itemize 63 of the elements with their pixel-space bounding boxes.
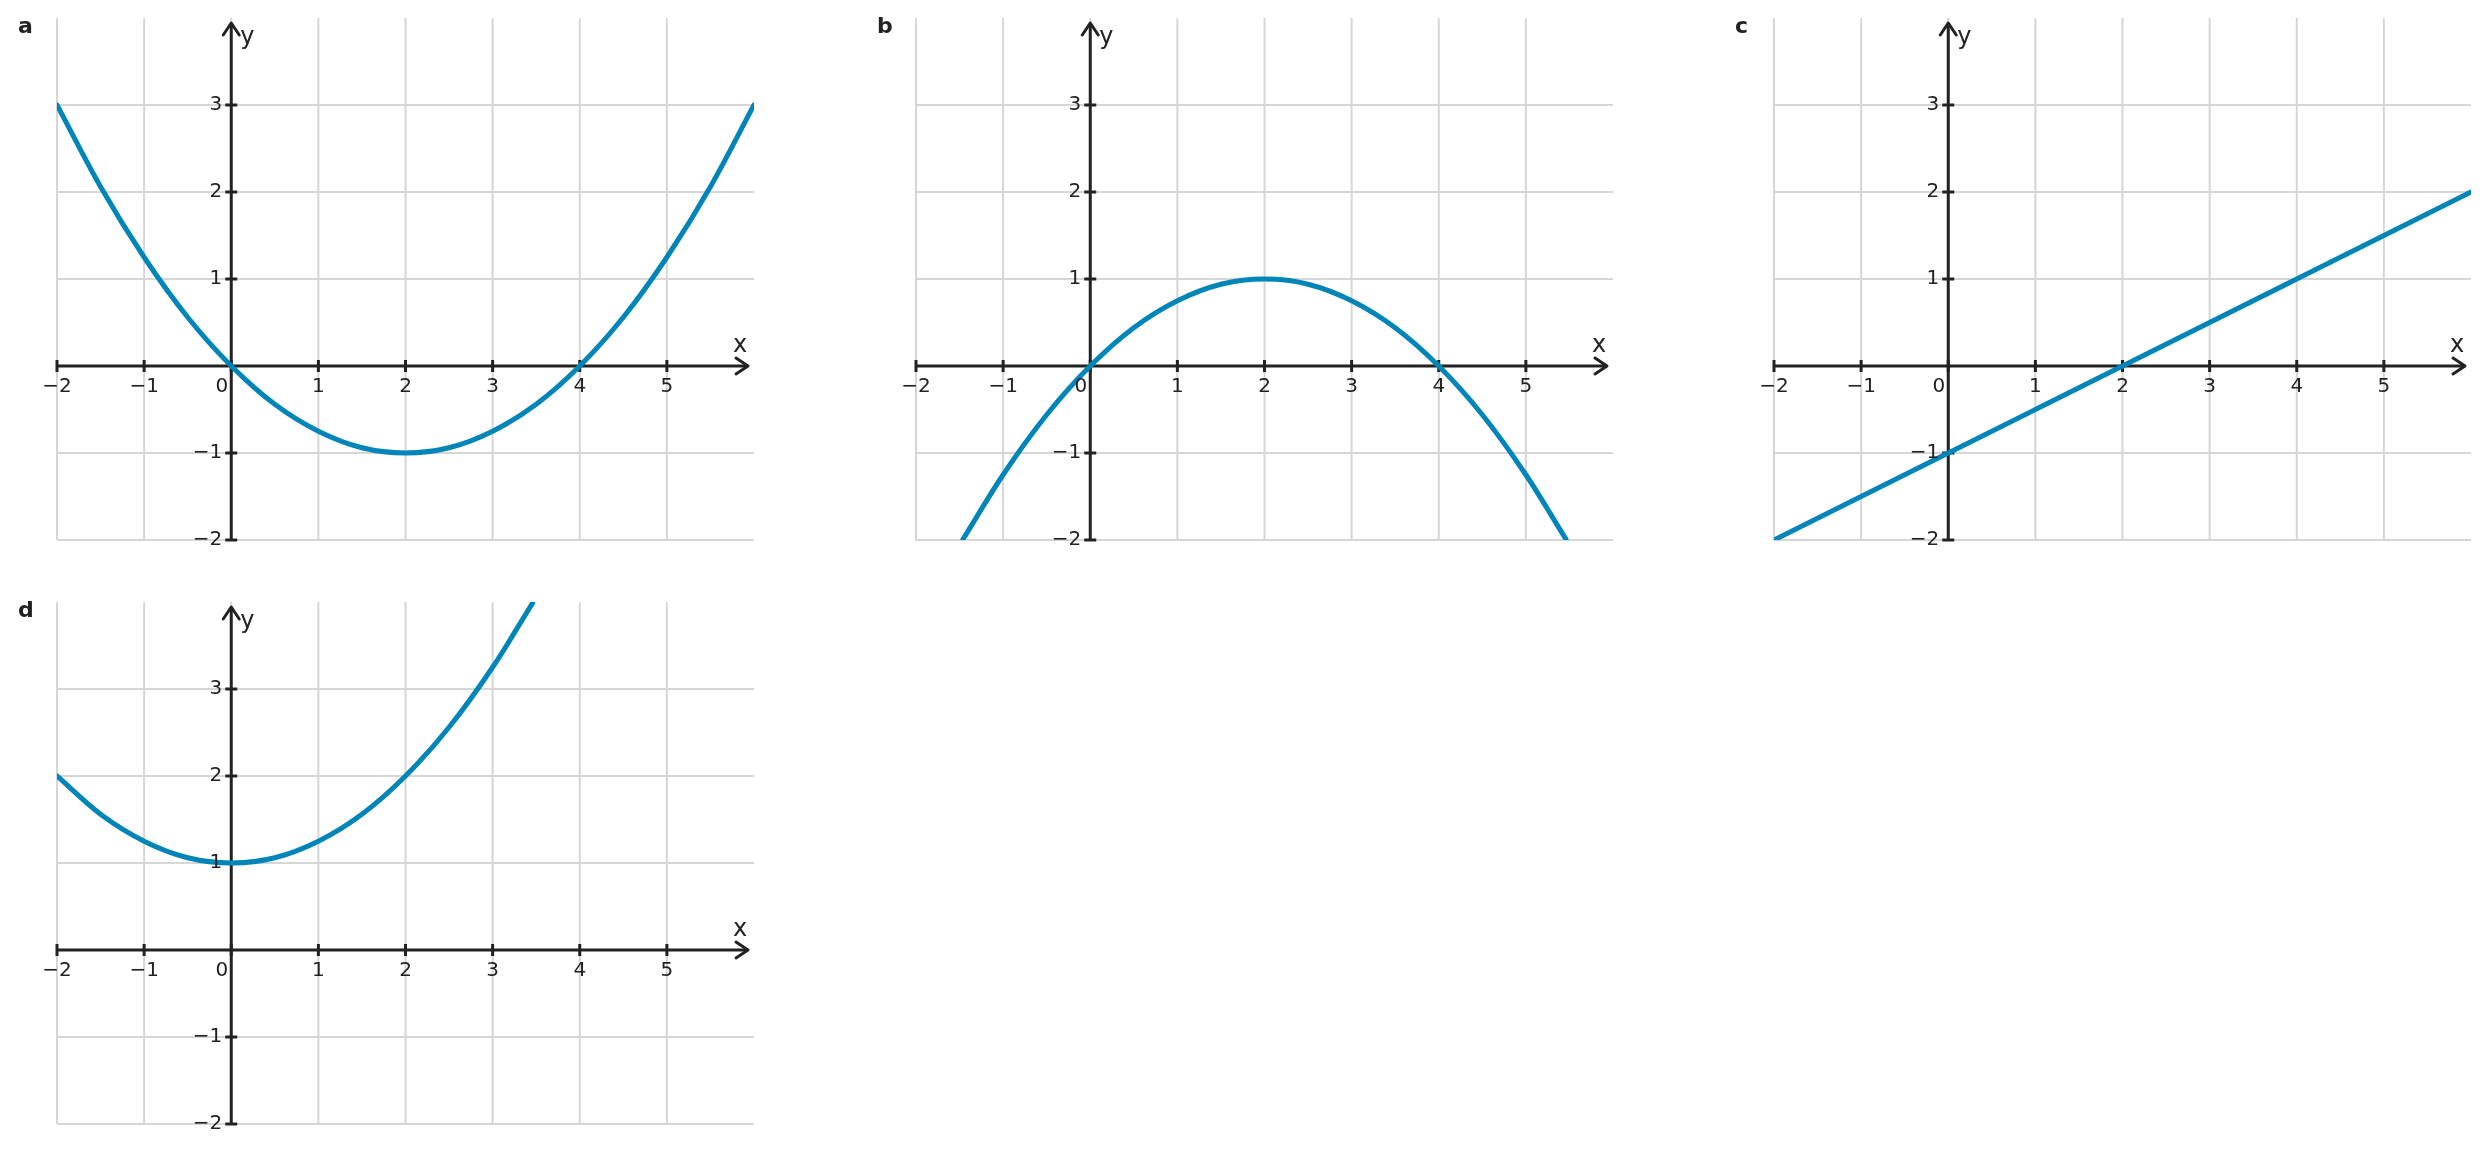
chart-title: a	[18, 12, 33, 38]
x-tick-label: 4	[573, 957, 587, 982]
chart-title: d	[18, 596, 34, 622]
x-tick-label: 2	[2116, 373, 2129, 398]
y-tick-label: 1	[209, 265, 223, 290]
x-tick-label: −1	[129, 373, 159, 398]
y-axis-title: y	[240, 22, 255, 51]
x-tick-label: 0	[215, 957, 229, 982]
x-tick-label: 3	[2203, 373, 2216, 398]
y-tick-label: 1	[1068, 265, 1082, 290]
x-tick-label: 3	[486, 957, 499, 982]
y-tick-label: 2	[209, 762, 223, 787]
chart-title: b	[877, 12, 893, 38]
y-tick-label: 1	[1926, 265, 1940, 290]
x-tick-label: 1	[312, 957, 325, 982]
y-tick-label: 3	[1068, 91, 1082, 116]
x-axis-title: x	[732, 914, 748, 943]
x-axis-title: x	[732, 330, 748, 359]
x-tick-label: 3	[486, 373, 499, 398]
y-tick-label: 2	[209, 178, 223, 203]
x-tick-label: −2	[901, 373, 931, 398]
x-tick-label: 5	[2377, 373, 2391, 398]
x-tick-label: 0	[1074, 373, 1088, 398]
y-tick-label: 3	[209, 91, 223, 116]
x-tick-label: 1	[2029, 373, 2042, 398]
x-tick-label: 0	[1932, 373, 1946, 398]
y-tick-label: −1	[1051, 439, 1082, 464]
y-tick-label: −2	[1051, 526, 1082, 551]
y-tick-label: −2	[192, 526, 223, 551]
x-tick-label: −2	[42, 373, 72, 398]
y-axis-title: y	[1957, 22, 1972, 51]
x-axis-title: x	[1591, 330, 1607, 359]
x-tick-label: 5	[660, 373, 674, 398]
y-tick-label: 3	[209, 675, 223, 700]
x-tick-label: 1	[1171, 373, 1184, 398]
x-tick-label: 4	[573, 373, 587, 398]
y-tick-label: 2	[1068, 178, 1082, 203]
x-tick-label: −1	[1846, 373, 1876, 398]
y-tick-label: 3	[1926, 91, 1940, 116]
y-tick-label: −1	[1909, 439, 1940, 464]
y-tick-label: −1	[192, 439, 223, 464]
x-tick-label: 5	[660, 957, 674, 982]
x-tick-label: 4	[1432, 373, 1446, 398]
y-tick-label: −2	[1909, 526, 1940, 551]
x-tick-label: 5	[1519, 373, 1533, 398]
y-tick-label: −2	[192, 1110, 223, 1135]
x-tick-label: −2	[1759, 373, 1789, 398]
y-tick-label: −1	[192, 1023, 223, 1048]
x-axis-title: x	[2449, 330, 2465, 359]
x-tick-label: 4	[2290, 373, 2304, 398]
x-tick-label: 2	[399, 373, 412, 398]
x-tick-label: −1	[988, 373, 1018, 398]
y-axis-title: y	[240, 606, 255, 635]
x-tick-label: −2	[42, 957, 72, 982]
x-tick-label: 2	[399, 957, 412, 982]
y-axis-title: y	[1099, 22, 1114, 51]
x-tick-label: 1	[312, 373, 325, 398]
y-tick-label: 2	[1926, 178, 1940, 203]
x-tick-label: 2	[1258, 373, 1271, 398]
chart-title: c	[1735, 12, 1749, 38]
x-tick-label: −1	[129, 957, 159, 982]
x-tick-label: 0	[215, 373, 229, 398]
x-tick-label: 3	[1345, 373, 1358, 398]
